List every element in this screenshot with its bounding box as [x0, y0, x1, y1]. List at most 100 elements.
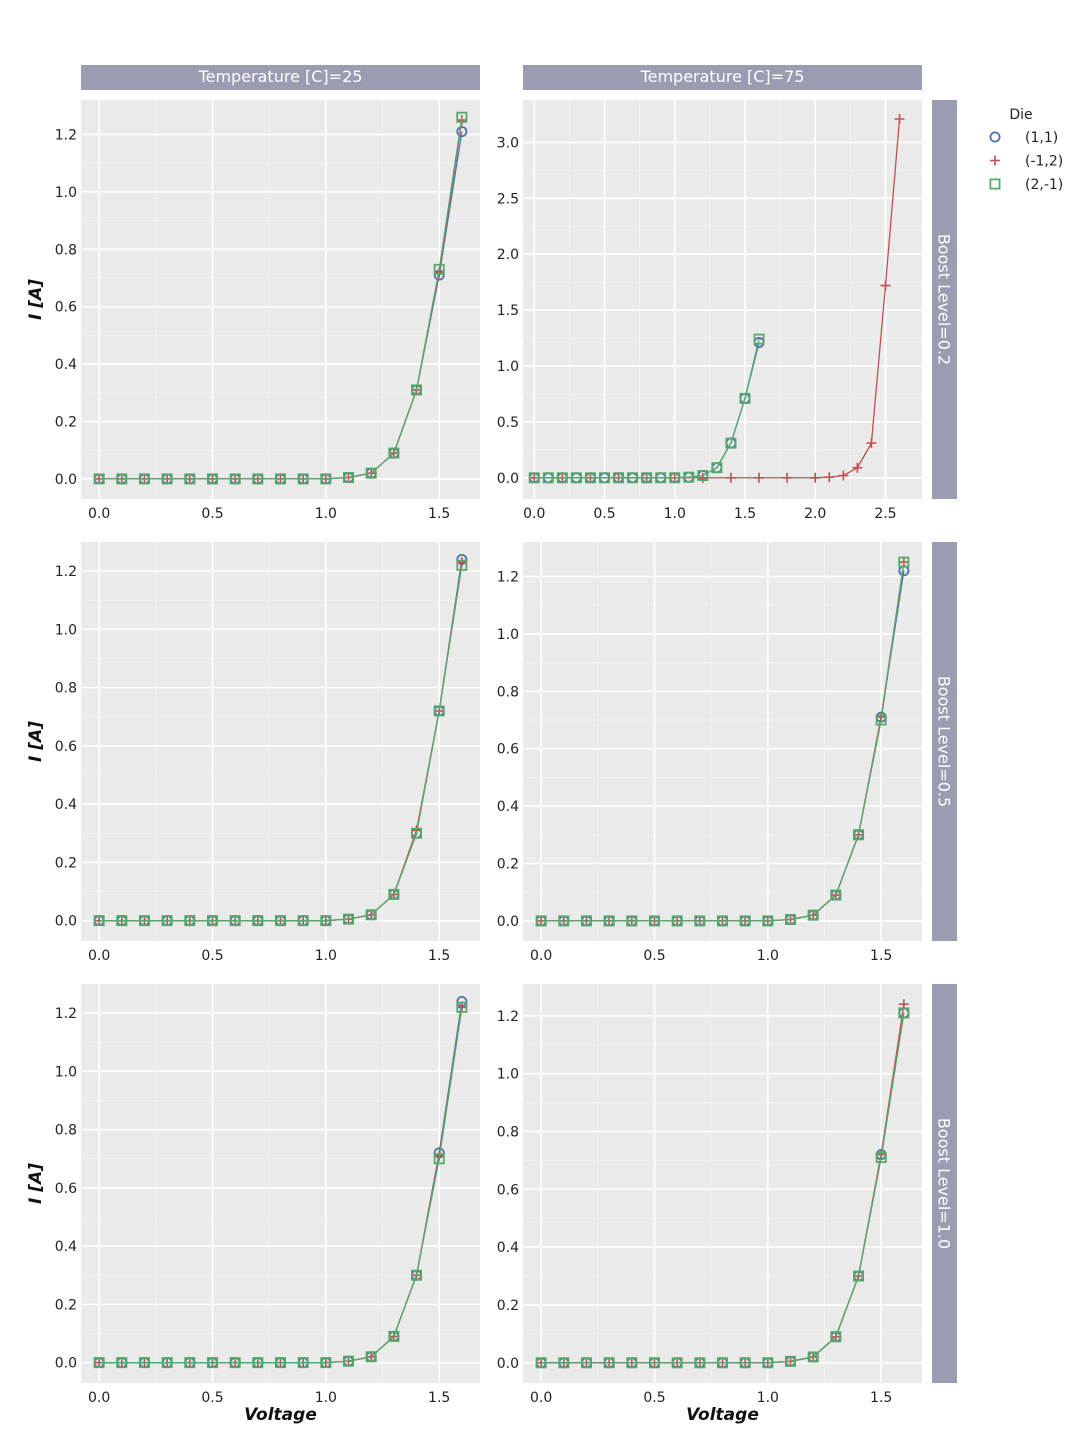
x-tick-label: 1.5 [428, 948, 450, 964]
data-point [456, 111, 468, 123]
data-point [411, 827, 423, 839]
row-strip-label: Boost Level=0.2 [935, 234, 954, 365]
data-point [853, 829, 865, 841]
x-tick-label: 1.5 [428, 506, 450, 522]
data-point [206, 473, 218, 485]
data-point [613, 472, 625, 484]
y-tick-label: 0.2 [497, 1298, 519, 1314]
data-point [584, 472, 596, 484]
data-point [433, 1153, 445, 1165]
x-tick-label: 0.0 [88, 948, 110, 964]
y-tick-label: 1.2 [55, 127, 77, 143]
x-tick-label: 0.5 [643, 948, 665, 964]
y-axis-title: I [A] [26, 1163, 46, 1204]
y-tick-label: 0.8 [55, 1123, 77, 1139]
x-tick-label: 1.5 [428, 1390, 450, 1406]
data-point [433, 705, 445, 717]
data-point [739, 915, 751, 927]
y-tick-label: 1.2 [55, 1006, 77, 1022]
data-point [184, 473, 196, 485]
column-strip-label: Temperature [C]=75 [640, 67, 805, 86]
column-strip-label: Temperature [C]=25 [198, 67, 363, 86]
data-point [739, 1357, 751, 1369]
row-strip-label: Boost Level=1.0 [935, 1118, 954, 1249]
data-point [782, 472, 793, 483]
y-tick-label: 1.2 [497, 1009, 519, 1025]
y-tick-label: 0.4 [497, 1240, 519, 1256]
series [528, 333, 765, 484]
data-point [671, 1357, 683, 1369]
data-point [697, 472, 708, 483]
y-tick-label: 1.0 [497, 359, 519, 375]
data-point [717, 1357, 729, 1369]
y-tick-label: 0.8 [497, 684, 519, 700]
data-point [626, 1357, 638, 1369]
panel-r1-c1: 0.0 0.5 1.0 1.5 0.0 0.2 0.4 0.6 0.8 1.0 1.2 [497, 542, 922, 964]
data-point [711, 462, 723, 474]
data-point [641, 472, 653, 484]
data-point [365, 467, 377, 479]
data-point [580, 915, 592, 927]
panel-r0-c1: 0.0 0.5 1.0 1.5 2.0 2.5 0.0 0.5 1.0 1.5 2.0 2.5 3.0 [497, 100, 922, 522]
data-point [365, 1351, 377, 1363]
y-tick-label: 1.0 [55, 185, 77, 201]
data-point [648, 1357, 660, 1369]
x-tick-label: 0.5 [201, 506, 223, 522]
series-line [99, 1007, 463, 1364]
data-point [898, 1007, 910, 1019]
y-tick-label: 0.0 [497, 471, 519, 487]
column-strip-0: Temperature [C]=25 [81, 65, 480, 90]
y-tick-label: 1.0 [497, 1067, 519, 1083]
x-tick-label: 1.0 [757, 1390, 779, 1406]
legend-marker [990, 155, 1000, 166]
series [93, 1001, 468, 1369]
row-strip-label: Boost Level=0.5 [935, 676, 954, 807]
y-tick-label: 0.2 [55, 1297, 77, 1313]
data-point [694, 915, 706, 927]
x-tick-label: 1.0 [315, 948, 337, 964]
data-point [570, 472, 582, 484]
data-point [753, 333, 765, 345]
panel-r2-c1: 0.0 0.5 1.0 1.5 0.0 0.2 0.4 0.6 0.8 1.0 1.2 [497, 984, 922, 1406]
x-tick-label: 0.5 [593, 506, 615, 522]
data-point [116, 915, 128, 927]
series-line [99, 565, 463, 922]
data-point [274, 473, 286, 485]
panel-background [81, 984, 480, 1383]
panel-background [523, 100, 922, 499]
panel-r1-c0: 0.0 0.5 1.0 1.5 0.0 0.2 0.4 0.6 0.8 1.0 1.2 [55, 542, 480, 964]
y-tick-label: 0.5 [497, 415, 519, 431]
data-point [365, 909, 377, 921]
strip-background [81, 65, 480, 90]
data-point [138, 473, 150, 485]
y-tick-label: 0.0 [497, 914, 519, 930]
data-point [898, 556, 910, 568]
data-point [138, 1357, 150, 1369]
data-point [297, 473, 309, 485]
data-point [824, 472, 835, 483]
data-point [411, 384, 423, 396]
data-point [717, 915, 729, 927]
panel-background [81, 542, 480, 941]
x-tick-label: 1.0 [315, 1390, 337, 1406]
data-point [725, 437, 737, 449]
row-strip-2: Boost Level=1.0 [932, 984, 957, 1383]
y-tick-label: 0.0 [497, 1356, 519, 1372]
x-tick-label: 0.0 [530, 948, 552, 964]
data-point [343, 471, 355, 483]
strip-background [932, 984, 957, 1383]
y-tick-label: 0.6 [497, 1182, 519, 1198]
panel-background [81, 100, 480, 499]
y-tick-label: 0.0 [55, 914, 77, 930]
data-point [229, 1357, 241, 1369]
data-point [830, 1331, 842, 1343]
y-tick-label: 2.0 [497, 247, 519, 263]
facet-strips: Temperature [C]=25 Temperature [C]=75 Boos… [81, 65, 957, 1383]
data-point [603, 915, 615, 927]
x-tick-label: 0.5 [201, 948, 223, 964]
strip-background [932, 100, 957, 499]
data-point [252, 1357, 264, 1369]
data-point [274, 915, 286, 927]
data-point [603, 1357, 615, 1369]
